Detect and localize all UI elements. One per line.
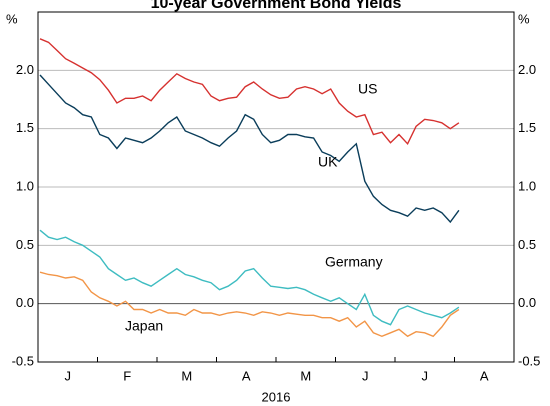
plot-frame: [37, 11, 515, 363]
y2-tick-label: 0.0: [518, 295, 536, 310]
x-tick-label: J: [362, 368, 369, 383]
series-label: Germany: [325, 254, 383, 270]
series-line: [39, 271, 460, 338]
x-tick-label: M: [300, 368, 311, 383]
y2-tick-label: 2.0: [518, 62, 536, 77]
y2-unit: %: [518, 11, 530, 26]
x-tick-label: M: [181, 368, 192, 383]
y2-tick-label: 0.5: [518, 237, 536, 252]
x-tick-label: F: [123, 368, 131, 383]
y-tick-label: -0.5: [12, 353, 34, 368]
y-unit: %: [6, 11, 18, 26]
x-tick-label: J: [422, 368, 429, 383]
y2-tick-label: 1.0: [518, 178, 536, 193]
x-label: 2016: [262, 389, 291, 404]
y-tick-label: 0.5: [16, 237, 34, 252]
y2-tick-label: -0.5: [518, 353, 540, 368]
y2-tick-label: 1.5: [518, 120, 536, 135]
series-line: [39, 38, 460, 146]
x-tick-label: A: [242, 368, 251, 383]
x-tick-label: J: [65, 368, 72, 383]
y-tick-label: 2.0: [16, 62, 34, 77]
series-line: [39, 74, 460, 224]
y-tick-label: 1.0: [16, 178, 34, 193]
y-tick-label: 0.0: [16, 295, 34, 310]
x-tick-label: A: [480, 368, 489, 383]
series-label: US: [358, 81, 377, 97]
chart-title: 10-year Government Bond Yields: [151, 0, 402, 12]
series-label: Japan: [125, 318, 163, 334]
series-label: UK: [318, 154, 338, 170]
y-tick-label: 1.5: [16, 120, 34, 135]
series-line: [39, 229, 460, 326]
